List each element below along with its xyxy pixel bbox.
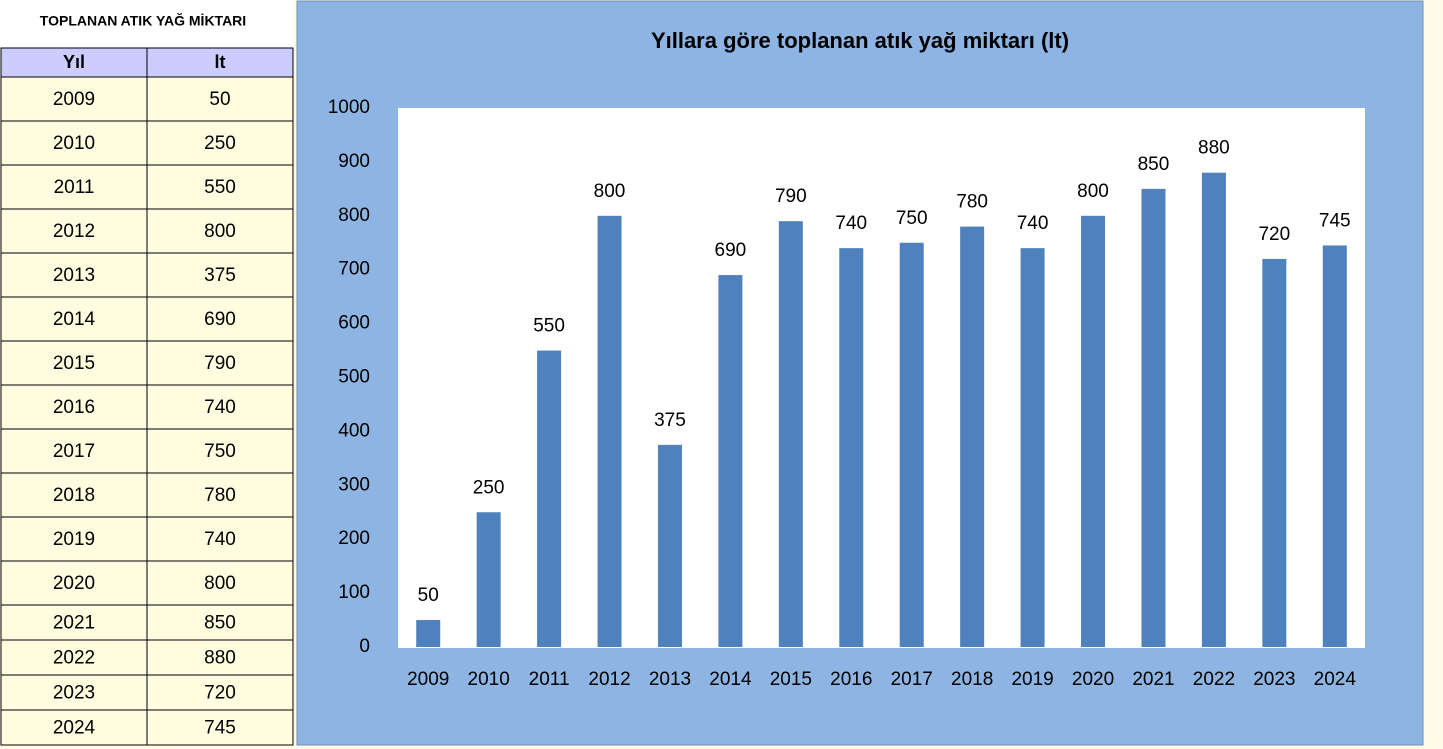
table-cell: 690 — [204, 309, 236, 330]
data-label: 375 — [654, 410, 686, 431]
bar — [657, 444, 682, 647]
x-tick-label: 2011 — [529, 669, 570, 690]
y-tick-label: 1000 — [328, 97, 370, 118]
bar — [476, 512, 501, 647]
data-label: 740 — [1017, 213, 1049, 234]
data-label: 740 — [835, 213, 867, 234]
x-tick-label: 2019 — [1011, 669, 1053, 690]
y-tick-label: 600 — [338, 313, 370, 334]
data-label: 750 — [896, 208, 928, 229]
bar — [537, 350, 562, 647]
table-cell: 880 — [204, 648, 236, 669]
table-cell: 2009 — [53, 89, 95, 110]
data-label: 850 — [1138, 154, 1170, 175]
table-cell: 780 — [204, 485, 236, 506]
table-cell: 2017 — [53, 441, 95, 462]
table-cell: 2021 — [53, 613, 95, 634]
chart-title: Yıllara göre toplanan atık yağ miktarı (… — [651, 28, 1069, 53]
data-label: 690 — [715, 240, 747, 261]
data-label: 50 — [418, 585, 439, 606]
x-tick-label: 2013 — [649, 669, 691, 690]
header-cell: Yıl — [63, 52, 85, 72]
data-label: 780 — [956, 192, 988, 213]
y-tick-label: 200 — [338, 528, 370, 549]
table-cell: 2020 — [53, 573, 95, 594]
table-cell: 2015 — [53, 353, 95, 374]
table-cell: 2024 — [53, 718, 96, 739]
bar — [416, 620, 441, 647]
x-tick-label: 2021 — [1132, 669, 1174, 690]
bar — [839, 248, 864, 647]
bar — [718, 275, 743, 647]
x-tick-label: 2018 — [951, 669, 993, 690]
table-cell: 750 — [204, 441, 236, 462]
table-cell: 375 — [204, 265, 236, 286]
table-cell: 800 — [204, 573, 236, 594]
table-cell: 740 — [204, 397, 236, 418]
x-tick-label: 2012 — [588, 669, 630, 690]
data-label: 800 — [594, 181, 626, 202]
x-tick-label: 2010 — [468, 669, 510, 690]
data-label: 250 — [473, 477, 505, 498]
table-cell: 2019 — [53, 529, 95, 550]
bar — [778, 221, 803, 647]
table-cell: 720 — [204, 683, 236, 704]
table-cell: 850 — [204, 613, 236, 634]
table-cell: 790 — [204, 353, 236, 374]
data-label: 800 — [1077, 181, 1109, 202]
bar — [1081, 215, 1106, 648]
y-tick-label: 700 — [338, 259, 370, 280]
data-label: 880 — [1198, 138, 1230, 159]
y-tick-label: 300 — [338, 474, 370, 495]
data-label: 790 — [775, 186, 807, 207]
x-tick-label: 2014 — [709, 669, 752, 690]
data-label: 720 — [1258, 224, 1290, 245]
y-tick-label: 500 — [338, 367, 370, 388]
x-tick-label: 2009 — [407, 669, 449, 690]
bar — [1262, 258, 1287, 647]
x-tick-label: 2023 — [1253, 669, 1295, 690]
table-cell: 50 — [209, 89, 230, 110]
data-label: 550 — [533, 316, 565, 337]
x-tick-label: 2016 — [830, 669, 872, 690]
bar — [1020, 248, 1045, 647]
table-cell: 2010 — [53, 133, 95, 154]
table-cell: 2012 — [53, 221, 95, 242]
table-cell: 250 — [204, 133, 236, 154]
x-tick-label: 2024 — [1314, 669, 1357, 690]
y-tick-label: 0 — [359, 636, 370, 657]
y-tick-label: 100 — [338, 582, 370, 603]
table-title-cell — [0, 0, 293, 48]
x-tick-label: 2015 — [770, 669, 812, 690]
bar — [899, 242, 924, 647]
table-cell: 2013 — [53, 265, 95, 286]
table-cell: 2016 — [53, 397, 95, 418]
x-tick-label: 2017 — [891, 669, 933, 690]
table-cell: 745 — [204, 718, 236, 739]
table-cell: 2018 — [53, 485, 95, 506]
y-tick-label: 400 — [338, 420, 370, 441]
bar — [597, 215, 622, 648]
table-cell: 2014 — [53, 309, 96, 330]
x-tick-label: 2022 — [1193, 669, 1235, 690]
bar — [1201, 172, 1226, 647]
y-tick-label: 800 — [338, 205, 370, 226]
table-cell: 2022 — [53, 648, 95, 669]
bar — [1322, 245, 1347, 647]
table-cell: 800 — [204, 221, 236, 242]
table-cell: 2011 — [54, 177, 95, 198]
table-cell: 550 — [204, 177, 236, 198]
y-tick-label: 900 — [338, 151, 370, 172]
bar — [1141, 188, 1166, 647]
table-cell: 2023 — [53, 683, 95, 704]
bar — [960, 226, 985, 647]
data-label: 745 — [1319, 210, 1351, 231]
table-title: TOPLANAN ATIK YAĞ MİKTARI — [40, 12, 246, 29]
header-cell: lt — [215, 52, 226, 72]
x-tick-label: 2020 — [1072, 669, 1114, 690]
table-cell: 740 — [204, 529, 236, 550]
